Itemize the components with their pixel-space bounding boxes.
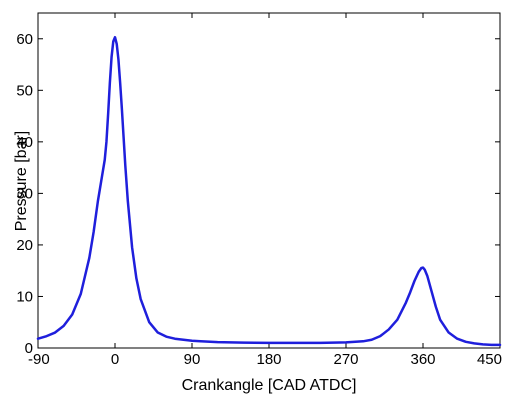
y-tick-label: 0: [25, 340, 33, 357]
y-tick-label: 60: [16, 31, 33, 48]
y-tick-label: 50: [16, 82, 33, 99]
x-tick-label: 90: [184, 351, 201, 368]
x-tick-label: 180: [256, 351, 281, 368]
y-axis-ticks: 0 10 20 30 40 50 60: [16, 31, 500, 357]
y-axis-label: Pressure [bar]: [13, 131, 30, 231]
plot-area: [37, 12, 501, 349]
y-tick-label: 20: [16, 237, 33, 254]
x-tick-label: 450: [477, 351, 502, 368]
y-tick-label: 40: [16, 134, 33, 151]
x-tick-label: 360: [410, 351, 435, 368]
x-axis-label: Crankangle [CAD ATDC]: [182, 377, 357, 394]
x-tick-label: 270: [333, 351, 358, 368]
y-tick-label: 10: [16, 288, 33, 305]
x-axis-ticks: -90 0 90 180 270 360 450: [28, 13, 502, 368]
x-tick-label: 0: [111, 351, 119, 368]
y-tick-label: 30: [16, 185, 33, 202]
pressure-series-line: [36, 35, 502, 347]
x-tick-label: -90: [28, 351, 50, 368]
